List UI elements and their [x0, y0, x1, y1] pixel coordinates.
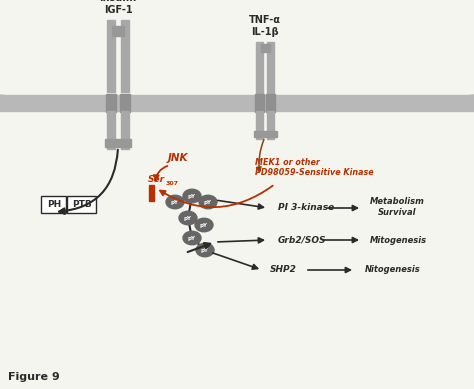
Text: Nitogenesis: Nitogenesis — [365, 266, 421, 275]
FancyBboxPatch shape — [42, 196, 66, 212]
Text: JNK: JNK — [168, 153, 189, 163]
Ellipse shape — [183, 231, 201, 245]
Text: Insulin
IGF-1: Insulin IGF-1 — [100, 0, 137, 15]
Text: Mitogenesis: Mitogenesis — [370, 235, 427, 245]
Bar — [255, 94, 264, 112]
Polygon shape — [449, 95, 474, 111]
Bar — [256, 42, 263, 94]
Text: 307: 307 — [166, 181, 179, 186]
Text: pY: pY — [188, 235, 196, 240]
Text: pY: pY — [171, 200, 179, 205]
FancyBboxPatch shape — [67, 196, 97, 212]
Bar — [261, 44, 270, 52]
Text: pY: pY — [200, 223, 208, 228]
Polygon shape — [0, 95, 25, 111]
Bar — [107, 111, 115, 149]
Text: PH: PH — [47, 200, 61, 209]
Text: pY: pY — [184, 216, 192, 221]
Text: Ser: Ser — [148, 175, 165, 184]
Ellipse shape — [179, 211, 197, 225]
Text: TNF-α
IL-1β: TNF-α IL-1β — [249, 16, 281, 37]
Text: PTB: PTB — [72, 200, 92, 209]
Bar — [267, 42, 274, 94]
Text: PI 3-kinase: PI 3-kinase — [278, 203, 334, 212]
Text: Metabolism
Survival: Metabolism Survival — [370, 197, 425, 217]
Text: pY: pY — [188, 193, 196, 198]
Bar — [254, 131, 277, 137]
Ellipse shape — [199, 195, 217, 209]
Bar — [120, 94, 130, 112]
Bar — [149, 185, 154, 201]
Ellipse shape — [195, 218, 213, 232]
Bar — [121, 20, 129, 92]
Ellipse shape — [166, 195, 184, 209]
Bar — [112, 26, 124, 36]
Bar — [106, 94, 116, 112]
Text: MEK1 or other
PD98059-Sensitive Kinase: MEK1 or other PD98059-Sensitive Kinase — [255, 158, 374, 177]
Text: Grb2/SOS: Grb2/SOS — [278, 235, 327, 245]
Text: SHP2: SHP2 — [270, 266, 297, 275]
Text: pY: pY — [204, 200, 212, 205]
Bar — [267, 111, 274, 139]
Bar — [266, 94, 275, 112]
Bar — [107, 20, 115, 92]
Ellipse shape — [196, 243, 214, 257]
Bar — [0, 95, 474, 111]
Text: pY: pY — [201, 247, 209, 252]
Ellipse shape — [183, 189, 201, 203]
Bar — [256, 111, 263, 139]
Text: Figure 9: Figure 9 — [8, 372, 60, 382]
Bar — [121, 111, 129, 149]
Bar — [105, 139, 131, 147]
